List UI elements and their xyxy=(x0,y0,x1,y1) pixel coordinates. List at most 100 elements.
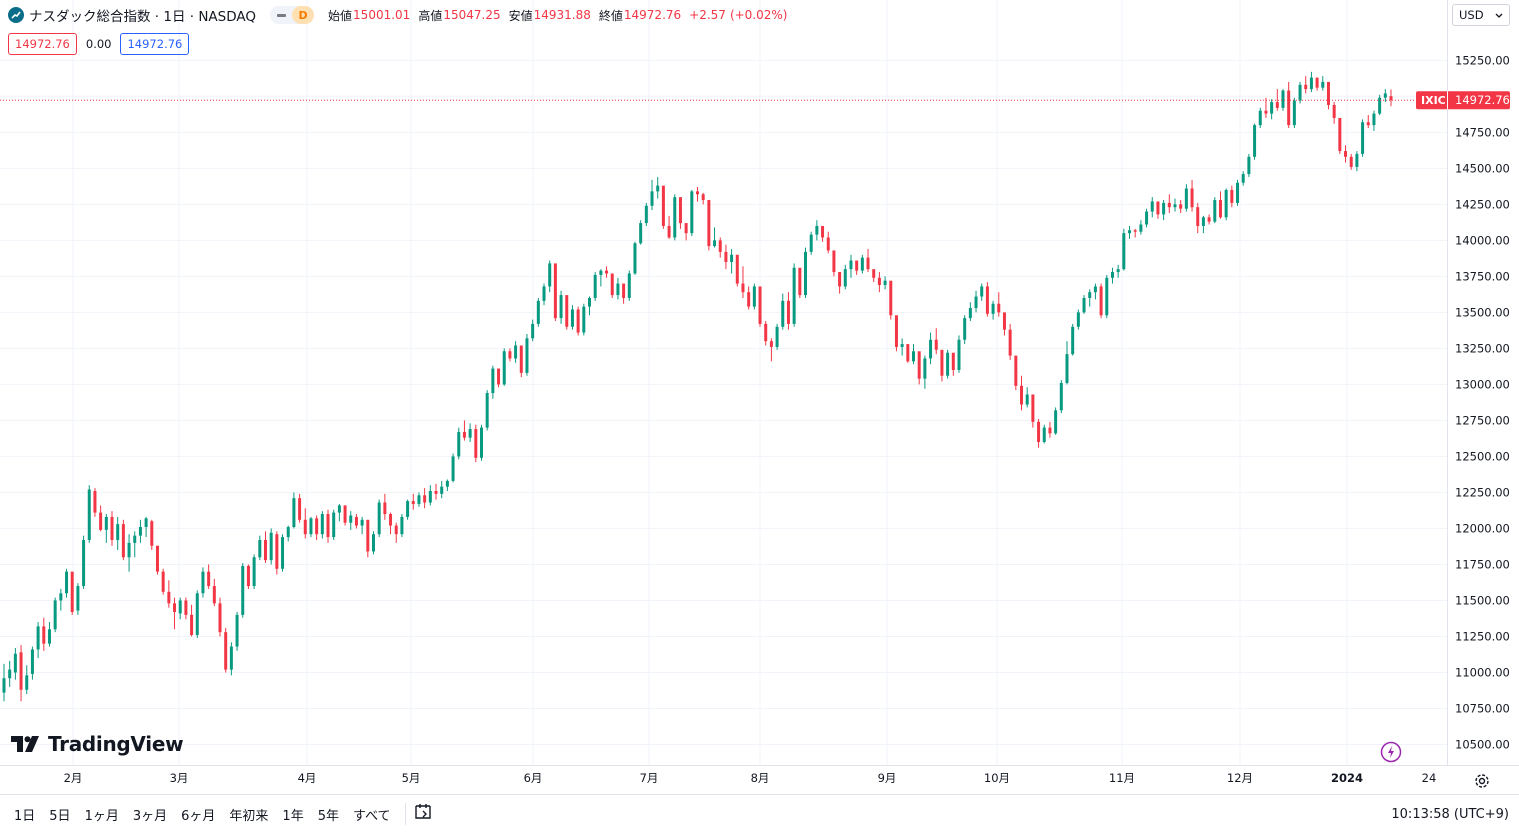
price-tag-box xyxy=(1416,91,1510,110)
candle-up xyxy=(36,626,40,650)
clock[interactable]: 10:13:58 (UTC+9) xyxy=(1391,806,1509,822)
candle-up xyxy=(1253,125,1257,157)
symbol-title[interactable]: ナスダック総合指数 · 1日 · NASDAQ xyxy=(29,9,257,25)
candle-up xyxy=(1071,326,1075,355)
candle-down xyxy=(764,323,768,342)
candle-up xyxy=(656,185,660,192)
period-5d[interactable]: 5日 xyxy=(49,808,71,824)
candle-down xyxy=(718,240,722,252)
candle-down xyxy=(121,524,125,558)
candle-up xyxy=(292,498,296,527)
bid-box[interactable]: 14972.76 xyxy=(8,33,77,55)
candle-up xyxy=(957,339,961,370)
candle-down xyxy=(866,257,870,270)
candle-up xyxy=(479,427,483,458)
candle-up xyxy=(650,191,654,206)
candle-down xyxy=(576,309,580,333)
candle-down xyxy=(462,431,466,438)
candle-down xyxy=(997,303,1001,313)
candle-up xyxy=(1116,269,1120,273)
candle-down xyxy=(872,269,876,278)
candle-down xyxy=(70,571,74,612)
x-tick-label: 7月 xyxy=(640,771,659,785)
x-tick-label: 4月 xyxy=(298,771,317,785)
candle-down xyxy=(343,505,347,523)
market-status-pill[interactable]: D xyxy=(270,6,315,24)
y-tick-label: 13500.00 xyxy=(1455,305,1510,319)
gear-icon[interactable] xyxy=(1472,771,1492,791)
candle-up xyxy=(286,526,290,538)
minus-icon xyxy=(270,6,292,24)
candle-up xyxy=(980,286,984,297)
candle-down xyxy=(838,272,842,287)
candle-up xyxy=(25,675,29,690)
candle-down xyxy=(667,225,671,238)
x-tick-label: 11月 xyxy=(1109,771,1135,785)
y-tick-label: 12250.00 xyxy=(1455,485,1510,499)
close-value: 14972.76 xyxy=(623,8,682,22)
candle-up xyxy=(1361,122,1365,154)
candle-up xyxy=(201,571,205,594)
chevron-down-icon xyxy=(1495,8,1503,22)
candle-up xyxy=(912,351,916,362)
period-1m[interactable]: 1ヶ月 xyxy=(84,808,119,824)
candle-up xyxy=(531,323,535,339)
y-tick-label: 10500.00 xyxy=(1455,738,1510,752)
candle-up xyxy=(775,326,779,347)
candle-up xyxy=(536,300,540,324)
y-tick-label: 11250.00 xyxy=(1455,629,1510,643)
tradingview-logo-icon xyxy=(11,736,39,752)
period-6m[interactable]: 6ヶ月 xyxy=(181,808,216,824)
lightning-icon[interactable] xyxy=(1380,741,1402,763)
candle-up xyxy=(491,368,495,394)
candle-up xyxy=(804,251,808,296)
tradingview-logo[interactable]: TradingView xyxy=(11,731,184,757)
currency-select[interactable]: USD xyxy=(1452,4,1510,26)
date-range-icon[interactable] xyxy=(414,803,434,825)
candle-up xyxy=(1213,200,1217,222)
symbol-legend: ナスダック総合指数 · 1日 · NASDAQ D 始値 15001.01 高値… xyxy=(8,4,787,26)
candle-up xyxy=(104,516,108,530)
candle-up xyxy=(1082,297,1086,313)
candle-up xyxy=(639,223,643,244)
y-tick-label: 13000.00 xyxy=(1455,377,1510,391)
candle-up xyxy=(138,526,142,536)
candle-up xyxy=(485,393,489,428)
candle-down xyxy=(155,545,159,572)
candle-down xyxy=(786,300,790,324)
candle-down xyxy=(1037,421,1041,443)
candle-down xyxy=(821,225,825,238)
change-value: +2.57 xyxy=(689,8,726,22)
candle-down xyxy=(110,516,114,540)
low-value: 14931.88 xyxy=(533,8,591,22)
candle-down xyxy=(832,250,836,273)
candle-up xyxy=(514,345,518,359)
period-ytd[interactable]: 年初来 xyxy=(229,808,269,824)
candle-down xyxy=(1207,217,1211,222)
candlestick-chart[interactable]: 15250.0015000.0014750.0014500.0014250.00… xyxy=(0,0,1519,794)
candle-down xyxy=(1315,77,1319,88)
period-1y[interactable]: 1年 xyxy=(282,808,304,824)
period-all[interactable]: すべて xyxy=(352,808,391,824)
candle-down xyxy=(275,534,279,569)
candle-down xyxy=(394,525,398,535)
period-1d[interactable]: 1日 xyxy=(14,808,36,824)
candle-up xyxy=(991,303,995,314)
period-3m[interactable]: 3ヶ月 xyxy=(132,808,168,824)
high-value: 15047.25 xyxy=(443,8,501,22)
candle-up xyxy=(1059,382,1063,411)
bid-ask-row: 14972.76 0.00 14972.76 xyxy=(8,33,190,55)
candle-up xyxy=(65,571,69,594)
candle-up xyxy=(963,318,967,340)
candle-down xyxy=(741,283,745,293)
period-5y[interactable]: 5年 xyxy=(317,808,339,824)
x-tick-label: 12月 xyxy=(1227,771,1253,785)
candle-up xyxy=(457,431,461,457)
candle-down xyxy=(354,516,358,526)
candle-up xyxy=(360,519,364,526)
candle-up xyxy=(1042,427,1046,443)
candle-down xyxy=(224,632,228,670)
candle-down xyxy=(661,185,665,226)
candle-up xyxy=(1054,410,1058,434)
ask-box[interactable]: 14972.76 xyxy=(120,33,190,55)
